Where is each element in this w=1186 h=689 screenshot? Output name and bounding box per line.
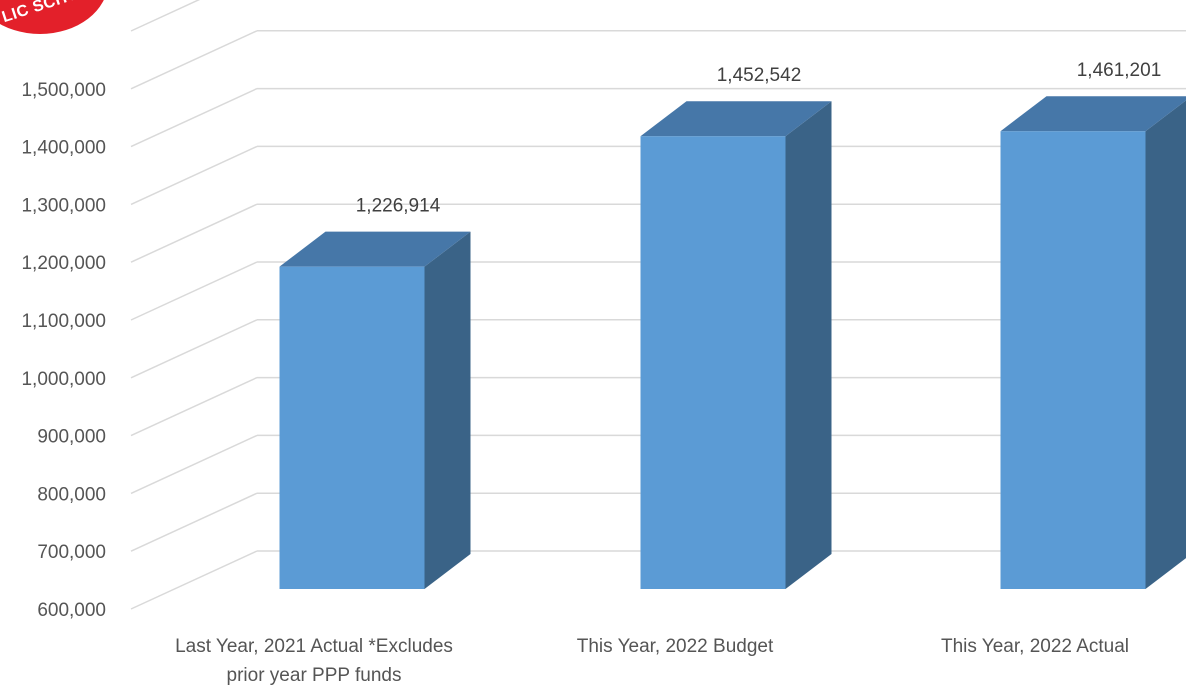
category-label: prior year PPP funds xyxy=(227,665,402,686)
y-tick-label: 900,000 xyxy=(37,427,106,448)
category-label: Last Year, 2021 Actual *Excludes xyxy=(175,636,453,657)
data-labels: 1,226,914 1,452,542 1,461,201 xyxy=(356,60,1162,216)
bar xyxy=(1000,131,1146,589)
gridline-diagonal xyxy=(130,30,258,90)
gridline-diagonal xyxy=(130,87,258,148)
y-tick-label: 1,100,000 xyxy=(21,311,106,332)
bar-side xyxy=(785,101,832,590)
bar-top xyxy=(279,231,471,267)
bar xyxy=(279,266,425,589)
bar-top xyxy=(1000,96,1186,132)
y-axis-ticks: 600,000 700,000 800,000 900,000 1,000,000 1,1… xyxy=(21,80,106,621)
y-tick-label: 600,000 xyxy=(37,600,106,621)
data-label: 1,461,201 xyxy=(1077,60,1162,81)
gridline-diagonal xyxy=(130,376,258,437)
data-label: 1,452,542 xyxy=(717,65,802,86)
y-tick-label: 1,500,000 xyxy=(21,80,106,101)
y-tick-label: 700,000 xyxy=(37,542,106,563)
category-labels: Last Year, 2021 Actual *Excludes prior ye… xyxy=(175,636,1129,686)
school-logo: LIC SCHO xyxy=(0,0,110,40)
y-tick-label: 1,000,000 xyxy=(21,369,106,390)
y-tick-label: 1,200,000 xyxy=(21,253,106,274)
gridline-diagonal xyxy=(130,319,258,379)
category-label: This Year, 2022 Budget xyxy=(577,636,774,657)
data-label: 1,226,914 xyxy=(356,196,441,217)
bar-top xyxy=(640,101,832,137)
bar-group xyxy=(640,101,832,590)
gridline-diagonal xyxy=(130,145,258,206)
bar-side xyxy=(1145,100,1186,589)
bar-group xyxy=(279,231,471,589)
gridline-diagonal xyxy=(130,492,258,552)
category-label: This Year, 2022 Actual xyxy=(941,636,1129,657)
y-tick-label: 1,400,000 xyxy=(21,138,106,159)
gridline-diagonal xyxy=(130,0,201,32)
gridline-diagonal xyxy=(130,203,258,263)
gridline-diagonal xyxy=(130,434,258,495)
gridline-diagonal xyxy=(130,550,258,610)
bar-side xyxy=(424,231,471,589)
bars xyxy=(279,96,1186,590)
y-tick-label: 1,300,000 xyxy=(21,195,106,216)
bar-group xyxy=(1000,96,1186,589)
y-tick-label: 800,000 xyxy=(37,484,106,505)
bar xyxy=(640,136,786,590)
gridline-diagonal xyxy=(130,261,258,321)
logo-badge-shape xyxy=(0,0,104,34)
